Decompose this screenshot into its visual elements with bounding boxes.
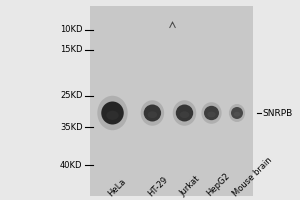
Text: Mouse brain: Mouse brain xyxy=(231,155,274,198)
Ellipse shape xyxy=(207,112,216,117)
Text: HT-29: HT-29 xyxy=(146,175,169,198)
Ellipse shape xyxy=(101,102,124,124)
Text: HepG2: HepG2 xyxy=(205,171,232,198)
Ellipse shape xyxy=(97,96,128,130)
Ellipse shape xyxy=(231,107,243,119)
Ellipse shape xyxy=(144,104,161,121)
Ellipse shape xyxy=(106,111,119,120)
Text: 10KD: 10KD xyxy=(60,25,82,34)
Text: 15KD: 15KD xyxy=(60,46,82,54)
Ellipse shape xyxy=(201,102,222,124)
Ellipse shape xyxy=(141,100,164,126)
Text: SNRPB: SNRPB xyxy=(262,108,293,117)
Text: 40KD: 40KD xyxy=(60,160,82,170)
Ellipse shape xyxy=(148,111,157,118)
Ellipse shape xyxy=(204,106,219,120)
Ellipse shape xyxy=(173,100,196,126)
Ellipse shape xyxy=(234,112,240,117)
Bar xyxy=(90,6,253,196)
Text: 35KD: 35KD xyxy=(60,122,82,132)
Text: HeLa: HeLa xyxy=(106,177,127,198)
Ellipse shape xyxy=(180,111,189,118)
Ellipse shape xyxy=(229,104,245,122)
Text: 25KD: 25KD xyxy=(60,92,82,100)
Ellipse shape xyxy=(176,104,193,121)
Text: Jurkat: Jurkat xyxy=(178,174,202,198)
